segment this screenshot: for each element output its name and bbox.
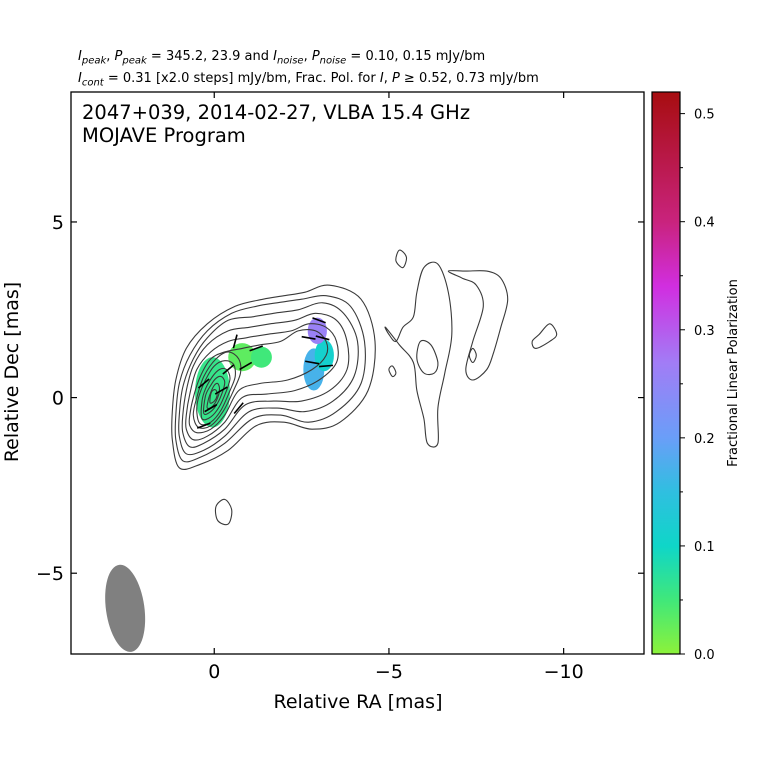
polarization-patch	[250, 346, 272, 368]
evpa-vector	[222, 364, 235, 375]
evpa-vector	[214, 386, 228, 395]
header-line-2-part: I	[78, 71, 82, 86]
beam-ellipse	[105, 564, 146, 652]
y-axis-label: Relative Dec [mas]	[1, 282, 23, 462]
y-tick-label: −5	[36, 563, 64, 585]
header-line-2-part: ≥ 0.52, 0.73 mJy/bm	[399, 71, 539, 86]
contour-line	[531, 323, 558, 349]
header-line-1-part: ,	[106, 49, 115, 64]
contour-line	[206, 382, 221, 410]
colorbar-label: Fractional Linear Polarization	[726, 279, 741, 467]
x-tick-label: 0	[208, 661, 220, 683]
evpa-vector	[305, 360, 320, 365]
colorbar-tick-label: 0.3	[694, 324, 715, 339]
contour-line	[395, 249, 408, 269]
evpa-vector	[319, 364, 334, 368]
header-line-1-part: peak	[81, 55, 107, 67]
contour-line	[388, 365, 397, 378]
header-line-1-part: I	[273, 49, 277, 64]
header-line-1-part: noise	[319, 55, 347, 67]
x-tick-label: −10	[544, 661, 584, 683]
contour-line	[468, 347, 477, 364]
annotation-title: 2047+039, 2014-02-27, VLBA 15.4 GHz	[82, 101, 470, 124]
header-line-2: Icont = 0.31 [x2.0 steps] mJy/bm, Frac. …	[78, 71, 539, 89]
header-line-1-part: P	[311, 49, 320, 64]
x-axis-label: Relative RA [mas]	[273, 691, 442, 713]
contour-line	[181, 312, 350, 448]
header-line-1-part: ,	[303, 49, 312, 64]
contour-line	[384, 261, 453, 448]
contour-line	[200, 367, 231, 421]
annotation-subtitle: MOJAVE Program	[82, 124, 246, 147]
contour-line	[188, 329, 329, 434]
colorbar	[651, 91, 681, 655]
x-tick-label: −5	[375, 661, 403, 683]
evpa-vector	[301, 335, 316, 340]
header-line-1-part: P	[114, 49, 123, 64]
evpa-vector	[204, 403, 218, 413]
contour-line	[178, 302, 359, 456]
evpa-vector	[312, 317, 326, 324]
header-line-1-part: noise	[276, 55, 304, 67]
colorbar-tick-label: 0.1	[694, 540, 715, 555]
contour-line	[171, 284, 376, 470]
evpa-vector	[315, 335, 330, 341]
contour-line	[185, 323, 339, 441]
contour-line	[447, 270, 509, 381]
header-line-2-part: = 0.31 [x2.0 steps] mJy/bm, Frac. Pol. f…	[103, 71, 380, 86]
header-line-1-part: peak	[122, 55, 147, 67]
evpa-vector	[249, 345, 264, 352]
evpa-vector	[232, 334, 238, 349]
evpa-vector	[239, 361, 253, 371]
plot-frame	[70, 91, 645, 655]
contour-line	[214, 498, 233, 526]
contour-line	[209, 389, 218, 404]
evpa-vector	[196, 422, 211, 429]
colorbar-tick-label: 0.4	[694, 216, 715, 231]
evpa-vector	[197, 378, 210, 389]
contour-line	[416, 339, 439, 376]
header-line-1-part: = 345.2, 23.9 and	[146, 49, 274, 64]
header-line-1-part: I	[78, 49, 82, 64]
contour-line	[196, 360, 236, 426]
header-line-1-part: = 0.10, 0.15 mJy/bm	[346, 49, 486, 64]
header-line-1: Ipeak, Ppeak = 345.2, 23.9 and Inoise, P…	[78, 49, 485, 67]
contour-line	[192, 351, 242, 429]
colorbar-tick-label: 0.2	[694, 432, 715, 447]
header-line-2-part: P	[391, 71, 400, 86]
colorbar-tick-label: 0.0	[694, 648, 715, 663]
header-line-2-part: I	[379, 71, 384, 86]
header-line-2-part: ,	[383, 71, 392, 86]
contour-line	[202, 375, 226, 416]
evpa-vector	[233, 402, 244, 415]
y-tick-label: 5	[52, 212, 64, 234]
contour-line	[174, 294, 366, 463]
header-line-2-part: cont	[81, 77, 104, 89]
y-tick-label: 0	[52, 388, 64, 410]
colorbar-tick-label: 0.5	[694, 108, 715, 123]
